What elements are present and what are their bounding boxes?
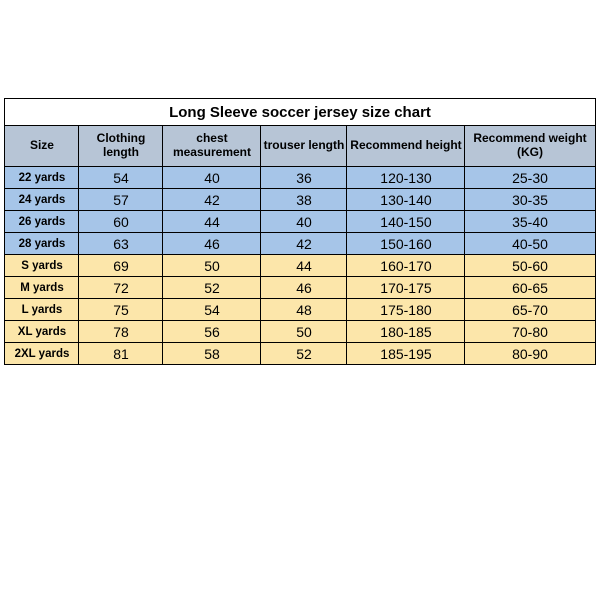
cell-value: 185-195 — [347, 343, 465, 365]
cell-size: 24 yards — [5, 189, 79, 211]
cell-size: 2XL yards — [5, 343, 79, 365]
cell-value: 70-80 — [465, 321, 595, 343]
cell-value: 58 — [163, 343, 261, 365]
cell-value: 30-35 — [465, 189, 595, 211]
cell-size: 26 yards — [5, 211, 79, 233]
cell-value: 48 — [261, 299, 347, 321]
cell-value: 50 — [261, 321, 347, 343]
cell-value: 78 — [79, 321, 163, 343]
cell-value: 35-40 — [465, 211, 595, 233]
col-header-size: Size — [5, 126, 79, 167]
cell-value: 25-30 — [465, 167, 595, 189]
cell-value: 46 — [261, 277, 347, 299]
col-header-chest: chest measurement — [163, 126, 261, 167]
cell-value: 42 — [261, 233, 347, 255]
table-row: M yards725246170-17560-65 — [5, 277, 595, 299]
cell-value: 75 — [79, 299, 163, 321]
cell-value: 175-180 — [347, 299, 465, 321]
cell-value: 150-160 — [347, 233, 465, 255]
cell-value: 60 — [79, 211, 163, 233]
cell-value: 52 — [163, 277, 261, 299]
table-row: 28 yards634642150-16040-50 — [5, 233, 595, 255]
cell-value: 130-140 — [347, 189, 465, 211]
col-header-weight: Recommend weight (KG) — [465, 126, 595, 167]
cell-value: 50 — [163, 255, 261, 277]
cell-value: 44 — [163, 211, 261, 233]
size-chart-container: Long Sleeve soccer jersey size chart Siz… — [0, 0, 600, 365]
cell-value: 40 — [261, 211, 347, 233]
cell-value: 170-175 — [347, 277, 465, 299]
cell-value: 63 — [79, 233, 163, 255]
table-title-row: Long Sleeve soccer jersey size chart — [5, 99, 595, 126]
cell-value: 140-150 — [347, 211, 465, 233]
size-chart-table: Long Sleeve soccer jersey size chart Siz… — [4, 98, 595, 365]
cell-value: 56 — [163, 321, 261, 343]
cell-value: 50-60 — [465, 255, 595, 277]
table-row: 2XL yards815852185-19580-90 — [5, 343, 595, 365]
cell-value: 65-70 — [465, 299, 595, 321]
cell-value: 40-50 — [465, 233, 595, 255]
table-row: L yards755448175-18065-70 — [5, 299, 595, 321]
cell-size: M yards — [5, 277, 79, 299]
cell-value: 69 — [79, 255, 163, 277]
cell-value: 54 — [79, 167, 163, 189]
cell-size: 22 yards — [5, 167, 79, 189]
col-header-clothing: Clothing length — [79, 126, 163, 167]
cell-value: 57 — [79, 189, 163, 211]
col-header-trouser: trouser length — [261, 126, 347, 167]
table-row: XL yards785650180-18570-80 — [5, 321, 595, 343]
table-title: Long Sleeve soccer jersey size chart — [5, 99, 595, 126]
cell-value: 120-130 — [347, 167, 465, 189]
table-row: 24 yards574238130-14030-35 — [5, 189, 595, 211]
size-chart-body: Long Sleeve soccer jersey size chart Siz… — [5, 99, 595, 365]
col-header-height: Recommend height — [347, 126, 465, 167]
table-header-row: Size Clothing length chest measurement t… — [5, 126, 595, 167]
cell-value: 38 — [261, 189, 347, 211]
cell-value: 180-185 — [347, 321, 465, 343]
cell-size: XL yards — [5, 321, 79, 343]
cell-value: 81 — [79, 343, 163, 365]
cell-value: 42 — [163, 189, 261, 211]
cell-value: 52 — [261, 343, 347, 365]
cell-value: 80-90 — [465, 343, 595, 365]
cell-value: 60-65 — [465, 277, 595, 299]
cell-value: 36 — [261, 167, 347, 189]
table-row: S yards695044160-17050-60 — [5, 255, 595, 277]
cell-size: 28 yards — [5, 233, 79, 255]
cell-value: 72 — [79, 277, 163, 299]
cell-value: 40 — [163, 167, 261, 189]
cell-value: 160-170 — [347, 255, 465, 277]
cell-value: 44 — [261, 255, 347, 277]
cell-value: 54 — [163, 299, 261, 321]
cell-size: L yards — [5, 299, 79, 321]
table-row: 22 yards544036120-13025-30 — [5, 167, 595, 189]
cell-size: S yards — [5, 255, 79, 277]
cell-value: 46 — [163, 233, 261, 255]
table-row: 26 yards604440140-15035-40 — [5, 211, 595, 233]
